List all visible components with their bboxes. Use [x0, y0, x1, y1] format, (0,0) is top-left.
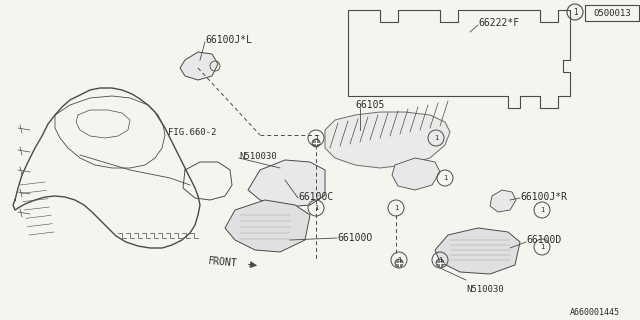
Text: 1: 1: [540, 244, 544, 250]
Circle shape: [395, 259, 403, 267]
Text: 1: 1: [443, 175, 447, 181]
Text: 1: 1: [314, 135, 318, 141]
Text: 66105: 66105: [355, 100, 385, 110]
Circle shape: [312, 139, 320, 147]
Text: N510030: N510030: [239, 152, 276, 161]
Polygon shape: [325, 112, 450, 168]
Text: 1: 1: [394, 205, 398, 211]
Text: 1: 1: [434, 135, 438, 141]
Text: 1: 1: [573, 7, 577, 17]
Text: 1: 1: [438, 257, 442, 263]
Polygon shape: [392, 158, 440, 190]
Polygon shape: [435, 228, 520, 274]
Polygon shape: [225, 200, 310, 252]
Text: FRONT: FRONT: [208, 256, 238, 268]
Text: 1: 1: [314, 205, 318, 211]
Text: 66222*F: 66222*F: [478, 18, 519, 28]
Polygon shape: [248, 160, 325, 207]
Text: 1: 1: [397, 257, 401, 263]
Text: N510030: N510030: [466, 285, 504, 294]
Text: 66100J*L: 66100J*L: [205, 35, 252, 45]
Text: 66100C: 66100C: [298, 192, 333, 202]
Text: A660001445: A660001445: [570, 308, 620, 317]
Text: 0500013: 0500013: [593, 9, 631, 18]
Text: 1: 1: [540, 207, 544, 213]
Circle shape: [436, 259, 444, 267]
Polygon shape: [180, 52, 218, 80]
Polygon shape: [490, 190, 516, 212]
Text: 66100J*R: 66100J*R: [520, 192, 567, 202]
Text: 66100D: 66100D: [526, 235, 561, 245]
Text: 66100O: 66100O: [337, 233, 372, 243]
Text: FIG.660-2: FIG.660-2: [168, 128, 216, 137]
